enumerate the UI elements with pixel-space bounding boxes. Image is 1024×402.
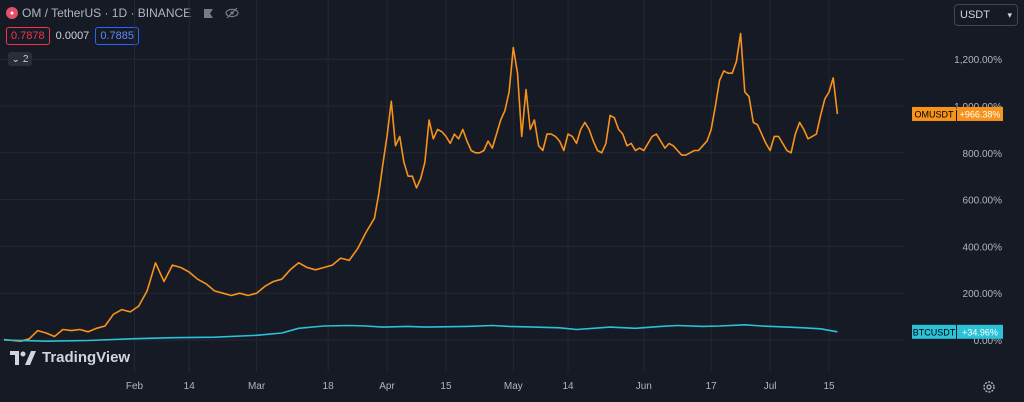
x-tick-label: 14	[562, 381, 574, 392]
series-name-tag	[912, 106, 956, 121]
x-tick-label: 15	[823, 381, 835, 392]
om-logo-icon: ●	[6, 7, 18, 19]
series-name-text: BTCUSDT	[913, 327, 956, 337]
y-tick-label: 600.00%	[963, 196, 1003, 207]
series-line-btcusdt[interactable]	[3, 324, 838, 342]
x-tick-label: Jul	[764, 381, 777, 392]
y-tick-label: 400.00%	[963, 242, 1003, 253]
hide-eye-icon[interactable]	[225, 6, 239, 20]
flag-icon[interactable]	[201, 6, 215, 20]
x-tick-label: 18	[323, 381, 335, 392]
tradingview-logo-icon	[10, 350, 36, 365]
series-name-tag	[912, 324, 956, 339]
series-line-omusdt[interactable]	[3, 32, 839, 342]
currency-select[interactable]: USDT ▾	[954, 4, 1018, 26]
chevron-down-icon: ▾	[1007, 9, 1012, 20]
last-value-label-omusdt: OMUSDT +966.38%	[912, 106, 1003, 121]
series-value-tag	[957, 324, 1003, 339]
spread-value: 0.0007	[55, 30, 90, 42]
symbol-title[interactable]: OM / TetherUS · 1D · BINANCE	[22, 6, 192, 20]
watermark-text: TradingView	[42, 349, 131, 366]
x-tick-label: Jun	[636, 381, 652, 392]
series-name-text: OMUSDT	[915, 109, 954, 119]
x-tick-label: 17	[706, 381, 718, 392]
tradingview-watermark: TradingView	[10, 349, 130, 366]
x-tick-label: May	[504, 381, 523, 392]
x-tick-label: Apr	[379, 381, 395, 392]
x-tick-label: 15	[440, 381, 452, 392]
y-tick-label: 1,200.00%	[954, 55, 1002, 66]
y-tick-label: 0.00%	[974, 336, 1002, 347]
x-tick-label: 14	[184, 381, 196, 392]
x-tick-label: Mar	[248, 381, 266, 392]
series-value-tag	[957, 106, 1003, 121]
price-row: 0.7878 0.0007 0.7885	[6, 27, 139, 45]
series-value-text: +966.38%	[960, 109, 1001, 119]
y-tick-label: 200.00%	[963, 289, 1003, 300]
sell-price-button[interactable]: 0.7878	[6, 27, 50, 45]
buy-price-button[interactable]: 0.7885	[95, 27, 139, 45]
series-value-text: +34.96%	[962, 327, 998, 337]
x-tick-label: Feb	[126, 381, 144, 392]
last-value-label-btcusdt: BTCUSDT +34.96%	[912, 324, 1003, 339]
symbol-header: ● OM / TetherUS · 1D · BINANCE	[6, 4, 239, 22]
currency-select-value: USDT	[960, 9, 990, 21]
y-tick-label: 800.00%	[963, 149, 1003, 160]
gear-icon[interactable]	[982, 380, 996, 394]
